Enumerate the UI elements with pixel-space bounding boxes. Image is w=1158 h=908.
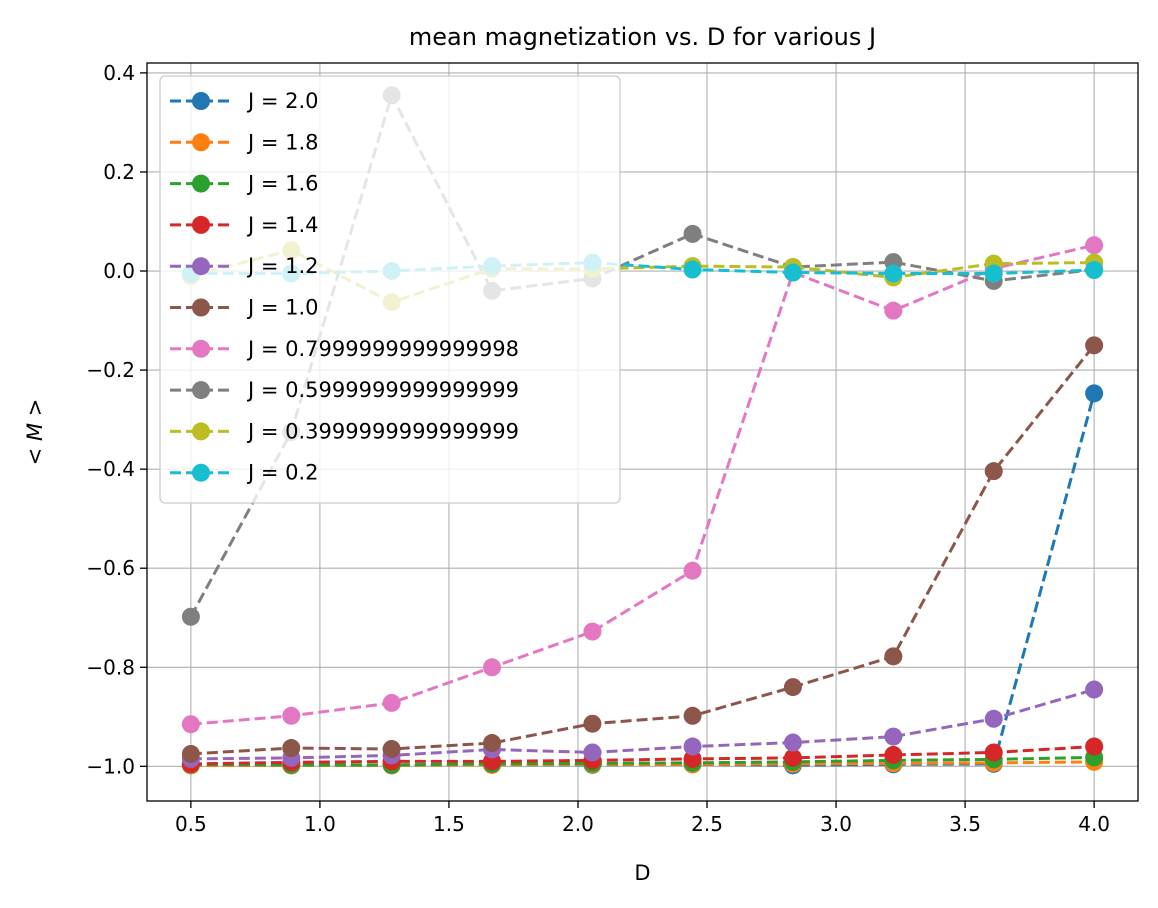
legend-label: J = 1.6 [246,172,319,196]
series-line [190,344,1096,756]
data-point [1085,737,1104,756]
legend-label: J = 1.8 [246,130,319,154]
data-point [783,748,802,767]
legend: J = 2.0 J = 1.8 J = 1.6 J = 1.4 J = 1.2 J = 1… [159,75,621,504]
x-tick-label: 1.5 [433,812,465,836]
data-point [583,622,602,641]
legend-label: J = 0.2 [246,461,319,485]
legend-marker [192,215,210,234]
data-point [483,658,502,677]
y-tick-label: −0.6 [86,556,135,580]
y-tick-label: −0.8 [86,655,135,679]
legend-marker [192,92,210,110]
series-line [190,755,1095,767]
x-axis-title: D [634,861,650,885]
x-tick-label: 1.0 [304,812,336,836]
x-tick-label: 3.0 [820,812,852,836]
legend-item: J = 1.8 [170,130,319,154]
data-point [884,264,903,283]
y-axis-title: < M > [23,399,47,466]
legend-marker [192,422,210,441]
legend-box [159,75,621,504]
legend-marker [192,298,210,317]
data-point [884,301,903,320]
data-point [683,224,702,243]
legend-label: J = 1.0 [246,296,319,320]
legend-label: J = 0.5999999999999999 [246,378,519,402]
y-tick-label: −0.4 [86,457,135,481]
legend-item: J = 2.0 [170,89,319,113]
legend-item: J = 1.4 [170,213,319,237]
data-point [181,744,200,763]
data-point [783,263,802,282]
data-point [984,709,1003,728]
data-point [683,706,702,725]
data-point [382,693,401,712]
data-point [1085,336,1104,355]
legend-item: J = 1.6 [170,172,319,196]
plot-frame [146,62,1139,802]
data-point [984,264,1003,283]
x-tick-label: 3.5 [949,812,981,836]
legend-label: J = 1.2 [246,254,319,278]
y-tick-label: 0.4 [103,61,135,85]
series-line [190,243,1095,726]
data-point [282,739,301,758]
legend-item: J = 0.3999999999999999 [170,419,519,443]
data-point [783,733,802,752]
data-point [783,678,802,697]
legend-marker [192,381,210,400]
legend-item: J = 0.7999999999999998 [170,337,519,361]
data-point [583,743,602,762]
data-point [884,647,903,666]
data-point [1085,384,1104,403]
legend-item: J = 0.2 [170,461,319,485]
series-line [190,745,1095,766]
x-tick-label: 2.5 [691,812,723,836]
data-point [1085,236,1104,255]
x-tick-label: 4.0 [1078,812,1110,836]
legend-label: J = 2.0 [246,89,319,113]
data-point [683,749,702,768]
legend-marker [192,463,210,482]
legend-marker [192,133,210,152]
data-point [382,739,401,758]
data-point [181,607,200,626]
legend-marker [192,257,210,276]
data-point [1085,680,1104,699]
data-point [583,714,602,733]
data-point [181,715,200,734]
data-point [483,734,502,753]
legend-marker [192,174,210,193]
data-point [884,727,903,746]
legend-label: J = 0.7999999999999998 [246,337,519,361]
series-6 [181,336,1104,763]
data-point [984,462,1003,481]
y-tick-label: 0.0 [103,259,135,283]
chart-title: mean magnetization vs. D for various J [409,23,876,51]
data-point [683,561,702,580]
legend-item: J = 1.2 [170,254,319,278]
x-tick-label: 0.5 [175,812,207,836]
legend-marker [192,339,210,358]
legend-item: J = 1.0 [170,296,319,320]
x-tick-label: 2.0 [562,812,594,836]
legend-label: J = 0.3999999999999999 [246,419,519,443]
series-line [190,688,1095,761]
y-tick-label: 0.2 [103,160,135,184]
data-point [683,260,702,279]
data-point [1085,261,1104,280]
legend-item: J = 0.5999999999999999 [170,378,519,402]
y-tick-label: −1.0 [86,754,135,778]
ticks: 0.5 1.0 1.5 2.0 2.5 3.0 3.5 4.0 −1.0 −0.8 −0.6 −0.4… [86,61,1110,836]
data-point [884,745,903,764]
legend-label: J = 1.4 [246,213,319,237]
y-tick-label: −0.2 [86,358,135,382]
data-point [282,706,301,725]
data-point [683,737,702,756]
data-point [984,743,1003,762]
